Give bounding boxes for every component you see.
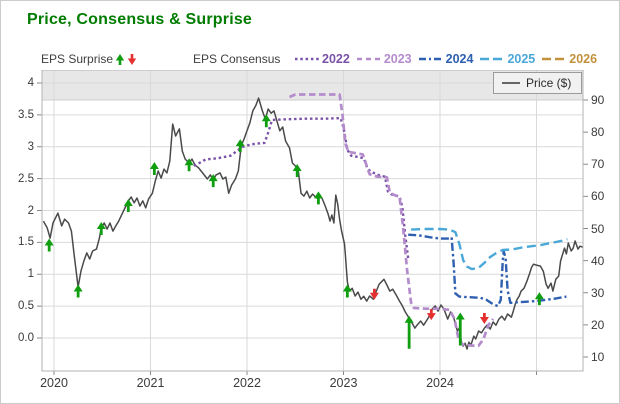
- series-line-price-: [42, 97, 584, 350]
- surprise-up-arrow: [149, 162, 159, 176]
- surprise-up-arrow: [342, 284, 352, 298]
- surprise-up-arrow: [261, 114, 271, 128]
- consensus-years-legend: 2022 2023 2024 2025 2026: [295, 52, 597, 66]
- legend-year-label: 2024: [445, 52, 474, 66]
- right-axis-label: 20: [591, 317, 605, 332]
- eps-surprise-legend: EPS Surprise: [41, 52, 137, 66]
- series-line-2024-eps-consensus: [408, 233, 567, 308]
- right-axis-label: 90: [591, 93, 605, 107]
- x-axis-label: 2023: [329, 376, 358, 390]
- left-axis-label: 0.0: [18, 332, 34, 344]
- surprise-up-arrow-icon: [115, 53, 125, 65]
- surprise-up-arrow: [534, 292, 544, 306]
- x-axis-label: 2022: [233, 376, 261, 390]
- series-line-2022-eps-consensus: [193, 116, 410, 259]
- surprise-up-arrow: [455, 312, 465, 346]
- left-axis-label: 1: [27, 268, 34, 281]
- plot-border: [41, 70, 584, 372]
- left-axis-label: 3.5: [18, 108, 34, 121]
- surprise-down-arrow: [369, 288, 379, 300]
- right-axis-label: 60: [591, 189, 605, 204]
- surprise-up-arrow: [96, 221, 106, 235]
- legend-year-label: 2026: [569, 52, 598, 66]
- x-axis-label: 2024: [426, 376, 454, 390]
- price-legend-label: Price ($): [526, 76, 572, 90]
- legend-swatch-icon: [418, 57, 443, 61]
- legend-swatch-icon: [295, 57, 319, 61]
- legend-year-label: 2022: [322, 52, 350, 66]
- surprise-up-arrow: [44, 238, 54, 252]
- surprise-up-arrow: [292, 163, 302, 177]
- legend-entry-2022: 2022: [295, 52, 350, 66]
- surprise-up-arrow: [313, 191, 323, 205]
- price-legend-box: Price ($): [493, 72, 582, 94]
- legend-year-label: 2025: [507, 52, 536, 66]
- eps-surprise-label: EPS Surprise: [41, 52, 114, 66]
- left-axis-label: 2.5: [18, 172, 34, 185]
- legend-entry-2023: 2023: [356, 52, 412, 66]
- legend-swatch-icon: [480, 57, 505, 61]
- surprise-up-arrow: [404, 315, 414, 349]
- eps-consensus-label: EPS Consensus: [193, 52, 281, 66]
- surprise-up-arrow: [235, 139, 245, 153]
- x-axis-label: 2020: [40, 376, 68, 390]
- surprise-down-arrow: [479, 312, 489, 324]
- legend-entry-2025: 2025: [480, 52, 535, 66]
- left-axis-label: 2: [27, 204, 34, 217]
- left-axis-label: 0.5: [18, 300, 34, 313]
- legend-year-label: 2023: [383, 52, 412, 66]
- surprise-up-arrow: [208, 174, 218, 188]
- x-axis-label: 2021: [136, 376, 165, 390]
- legend-swatch-icon: [356, 57, 381, 61]
- chart-plot: [37, 70, 588, 375]
- right-axis-label: 40: [591, 253, 605, 268]
- left-axis-label: 1.5: [18, 236, 34, 249]
- chart-title: Price, Consensus & Surprise: [27, 11, 253, 28]
- series-line-2025-eps-consensus: [411, 227, 568, 271]
- right-axis-label: 50: [591, 221, 605, 236]
- legend-entry-2024: 2024: [418, 52, 474, 66]
- surprise-down-arrow: [426, 309, 436, 321]
- surprise-up-arrow: [184, 158, 194, 172]
- right-axis-label: 80: [591, 125, 605, 140]
- surprise-up-arrow: [123, 199, 133, 213]
- price-line-swatch-icon: [502, 82, 520, 84]
- legend-entry-2026: 2026: [542, 52, 597, 66]
- legend-row: EPS Surprise EPS Consensus 2022 2023 2024 2…: [1, 52, 619, 68]
- right-axis-label: 30: [591, 285, 605, 300]
- left-axis-label: 4: [27, 77, 34, 89]
- series-line-2023-eps-consensus: [288, 93, 495, 347]
- surprise-down-arrow-icon: [127, 53, 137, 65]
- legend-swatch-icon: [542, 57, 567, 61]
- left-axis-label: 3: [27, 140, 34, 153]
- right-axis-label: 10: [591, 350, 605, 364]
- surprise-up-arrow: [73, 284, 83, 298]
- right-axis-label: 70: [591, 157, 605, 172]
